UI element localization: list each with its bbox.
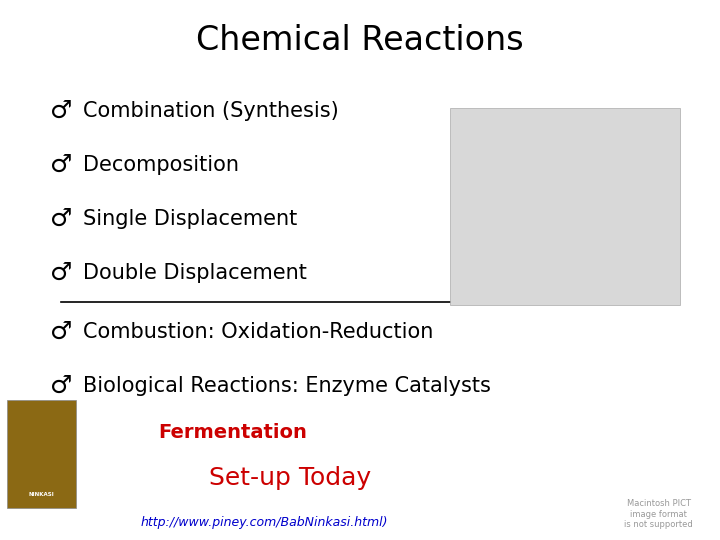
Text: ♂: ♂: [50, 261, 73, 285]
Text: Combination (Synthesis): Combination (Synthesis): [83, 100, 338, 121]
Text: Combustion: Oxidation-Reduction: Combustion: Oxidation-Reduction: [83, 322, 433, 342]
Text: Decomposition: Decomposition: [83, 154, 239, 175]
Text: ♂: ♂: [50, 99, 73, 123]
Text: ♂: ♂: [50, 207, 73, 231]
Text: ♂: ♂: [50, 320, 73, 344]
Text: ♂: ♂: [50, 153, 73, 177]
Bar: [7, 400, 76, 508]
Text: NINKASI: NINKASI: [29, 492, 54, 497]
Bar: [450, 108, 680, 305]
Text: ♂: ♂: [50, 374, 73, 398]
Text: http://www.piney.com/BabNinkasi.html): http://www.piney.com/BabNinkasi.html): [140, 516, 388, 529]
Text: Biological Reactions: Enzyme Catalysts: Biological Reactions: Enzyme Catalysts: [83, 376, 490, 396]
Text: Single Displacement: Single Displacement: [83, 208, 297, 229]
Text: Macintosh PICT
image format
is not supported: Macintosh PICT image format is not suppo…: [624, 499, 693, 529]
Text: Double Displacement: Double Displacement: [83, 262, 307, 283]
Text: Set-up Today: Set-up Today: [209, 466, 371, 490]
Text: Chemical Reactions: Chemical Reactions: [196, 24, 524, 57]
Text: Fermentation: Fermentation: [158, 422, 307, 442]
